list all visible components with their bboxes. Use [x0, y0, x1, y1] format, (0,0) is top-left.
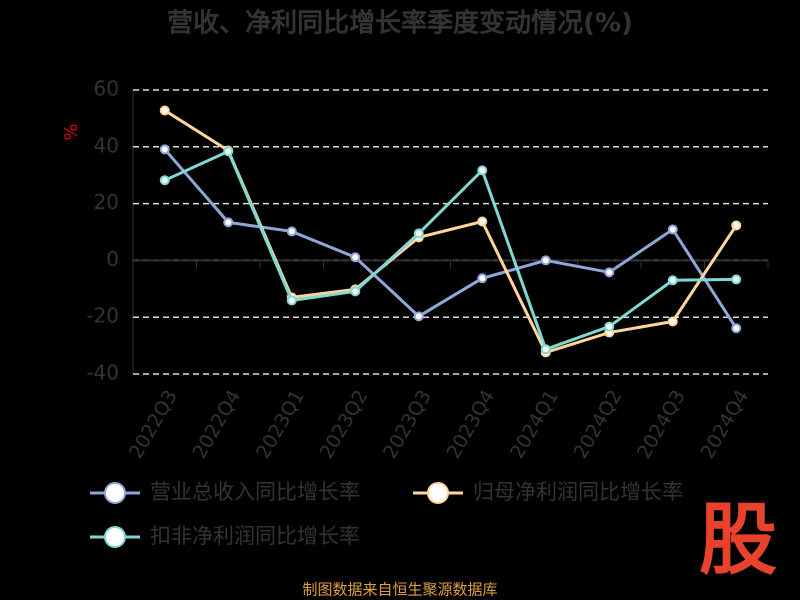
data-point — [731, 323, 742, 334]
data-point — [159, 144, 170, 155]
x-tick-label: 2024Q2 — [570, 386, 627, 462]
data-point — [286, 226, 297, 237]
y-tick-label: -20 — [86, 304, 119, 328]
legend-marker — [427, 482, 449, 504]
x-tick-label: 2023Q3 — [379, 386, 436, 462]
data-point — [731, 220, 742, 231]
legend-label: 营业总收入同比增长率 — [150, 480, 360, 504]
data-point — [413, 228, 424, 239]
y-tick-label: -40 — [86, 361, 119, 385]
data-point — [159, 105, 170, 116]
data-point — [477, 165, 488, 176]
x-tick-label: 2024Q3 — [633, 386, 690, 462]
x-tick-label: 2022Q4 — [189, 386, 246, 462]
logo: 股 — [699, 495, 777, 585]
chart-title: 营收、净利同比增长率季度变动情况(%) — [167, 8, 633, 39]
data-point — [667, 316, 678, 327]
legend-marker — [104, 482, 126, 504]
data-point — [667, 275, 678, 286]
data-point — [540, 255, 551, 266]
y-tick-label: 60 — [94, 77, 119, 101]
series-line — [164, 149, 737, 352]
data-point — [286, 295, 297, 306]
y-tick-label: 0 — [106, 247, 119, 271]
legend-label: 归母净利润同比增长率 — [473, 480, 683, 504]
series-line — [163, 109, 738, 355]
data-point — [159, 175, 170, 186]
data-point — [223, 217, 234, 228]
y-axis-label: % — [61, 123, 82, 140]
footer: 制图数据来自恒生聚源数据库 — [302, 581, 497, 599]
data-point — [477, 273, 488, 284]
data-point — [667, 224, 678, 235]
legend-marker — [104, 526, 126, 548]
data-point — [350, 286, 361, 297]
data-point — [604, 267, 615, 278]
data-point — [540, 344, 551, 355]
data-point — [731, 274, 742, 285]
x-tick-label: 2023Q4 — [443, 386, 500, 462]
x-tick-label: 2024Q4 — [697, 386, 754, 462]
data-point — [477, 216, 488, 227]
data-point — [223, 146, 234, 157]
x-tick-label: 2023Q2 — [316, 386, 373, 462]
legend-label: 扣非净利润同比增长率 — [150, 524, 360, 548]
data-point — [604, 321, 615, 332]
series-line — [163, 148, 738, 330]
x-tick-label: 2022Q3 — [125, 386, 182, 462]
data-point — [413, 311, 424, 322]
y-tick-label: 20 — [94, 190, 119, 214]
x-tick-label: 2024Q1 — [506, 386, 563, 462]
y-tick-label: 40 — [94, 133, 119, 157]
data-point — [350, 252, 361, 263]
x-tick-label: 2023Q1 — [252, 386, 309, 462]
